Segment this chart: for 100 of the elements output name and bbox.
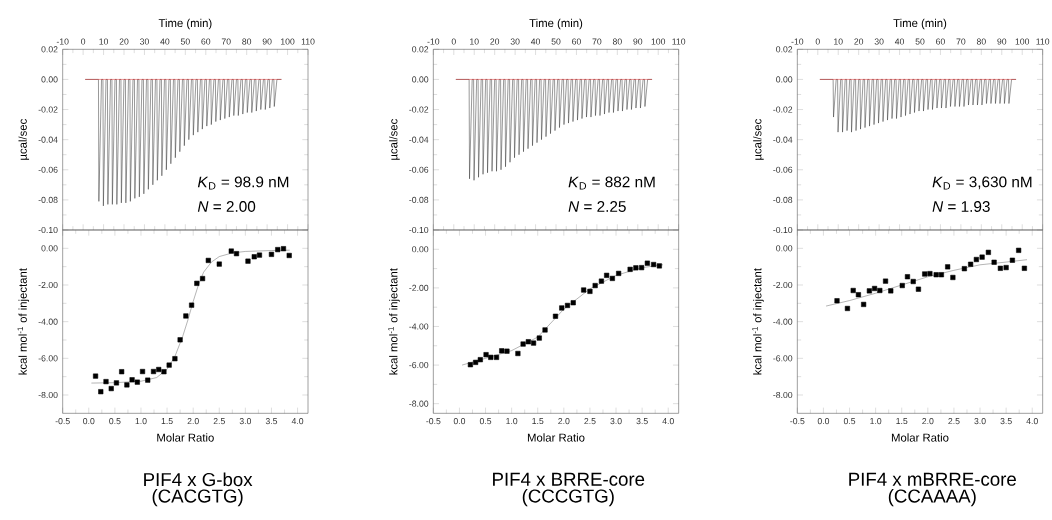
x-tick-label: 50 <box>915 38 925 45</box>
y-tick-label: -0.04 <box>38 136 58 143</box>
y-tick-label: -2.00 <box>409 284 429 291</box>
x-tick-label: 0.0 <box>453 418 466 425</box>
point <box>504 348 510 354</box>
point <box>245 258 251 264</box>
x-tick-label: 60 <box>201 38 211 45</box>
point <box>968 261 974 267</box>
point <box>979 254 985 260</box>
point <box>899 283 905 289</box>
x-tick-label: 2.0 <box>922 418 934 425</box>
point <box>156 366 162 373</box>
x-tick-label: 10 <box>834 38 843 45</box>
point <box>604 272 610 278</box>
point <box>834 298 840 304</box>
point <box>1003 265 1009 271</box>
y-tick-label: -8.00 <box>409 400 429 407</box>
line-series <box>91 249 290 384</box>
y-tick-label: -6.00 <box>409 362 429 369</box>
point <box>922 271 928 277</box>
y-tick-label: -0.08 <box>38 196 58 203</box>
y-tick-label: 0.00 <box>412 76 429 83</box>
point <box>656 263 662 269</box>
point <box>499 348 505 354</box>
x-tick-label: 1.5 <box>532 418 544 425</box>
point <box>559 305 565 311</box>
y-tick-label: -0.08 <box>773 196 793 203</box>
x-tick-label: 4.0 <box>662 418 674 425</box>
point <box>587 288 593 294</box>
x-tick-label: 90 <box>262 38 272 45</box>
y-tick-label: -0.10 <box>409 226 429 234</box>
x-tick-label: 90 <box>633 38 643 45</box>
y-axis-title: kcal mol$^{-1}$ of injectant <box>752 268 764 375</box>
x-tick-label: 0.0 <box>817 418 830 425</box>
annotation: K$_{D}$ = 98.9 nM <box>197 176 289 190</box>
point <box>536 335 542 341</box>
point <box>256 252 262 258</box>
point <box>850 287 856 294</box>
point <box>915 286 921 292</box>
x-axis-title: Time (min) <box>529 18 583 30</box>
x-tick-label: 90 <box>997 38 1007 45</box>
point <box>233 251 240 257</box>
x-tick-label: 20 <box>490 38 500 45</box>
point <box>473 359 479 365</box>
point <box>592 283 598 289</box>
point <box>124 382 130 388</box>
point <box>991 259 997 265</box>
annotation: N = 1.93 <box>932 201 990 212</box>
x-tick-label: 2.5 <box>584 418 596 425</box>
y-axis-title: kcal mol$^{-1}$ of injectant <box>388 268 400 375</box>
y-tick-label: -2.00 <box>38 281 58 289</box>
point <box>286 252 292 259</box>
point <box>542 327 548 333</box>
x-tick-label: 80 <box>242 38 252 45</box>
point <box>973 256 979 263</box>
point <box>216 261 222 267</box>
point <box>129 377 135 383</box>
y-tick-label: -6.00 <box>38 355 58 362</box>
x-tick-label: 0.5 <box>479 418 492 425</box>
point <box>93 373 99 379</box>
point <box>570 300 576 306</box>
y-tick-label: -0.08 <box>409 196 429 203</box>
x-tick-label: 30 <box>874 38 884 45</box>
point <box>467 362 473 368</box>
y-tick-label: 0.00 <box>412 246 429 253</box>
point <box>150 368 157 375</box>
annotation: K$_{D}$ = 3,630 nM <box>932 176 1032 190</box>
point <box>927 271 933 277</box>
point <box>644 260 650 266</box>
x-tick-label: 70 <box>956 38 966 45</box>
x-axis-title: Time (min) <box>158 18 212 30</box>
text: PIF4 x BRRE-core <box>493 472 645 486</box>
y-axis-title: µcal/sec <box>389 119 400 160</box>
point <box>866 288 872 294</box>
y-tick-label: -4.00 <box>409 323 429 330</box>
x-tick-label: 10 <box>99 38 109 45</box>
x-tick-label: 3.0 <box>974 418 986 425</box>
y-axis-title: µcal/sec <box>753 119 764 160</box>
x-tick-label: 40 <box>894 38 905 45</box>
x-tick-label: 1.0 <box>870 418 882 425</box>
x-tick-label: 0 <box>815 38 820 45</box>
point <box>844 305 850 311</box>
x-tick-label: 80 <box>976 38 986 45</box>
point <box>945 264 951 270</box>
y-tick-label: -0.04 <box>773 136 793 143</box>
x-tick-label: 20 <box>119 38 129 45</box>
x-tick-label: 50 <box>551 38 561 45</box>
x-tick-label: 2.5 <box>213 418 225 425</box>
x-tick-label: 110 <box>301 38 315 45</box>
point <box>616 270 622 276</box>
point <box>98 389 104 395</box>
x-tick-label: -0.5 <box>426 418 441 425</box>
x-axis-title: Molar Ratio <box>157 433 214 442</box>
x-tick-label: 3.0 <box>610 418 622 425</box>
point <box>950 274 956 281</box>
text: (CACGTG) <box>152 488 243 507</box>
point <box>200 276 206 282</box>
x-tick-label: 10 <box>470 38 479 45</box>
y-axis-title: kcal mol$^{-1}$ of injectant <box>17 268 30 375</box>
point <box>172 356 178 362</box>
